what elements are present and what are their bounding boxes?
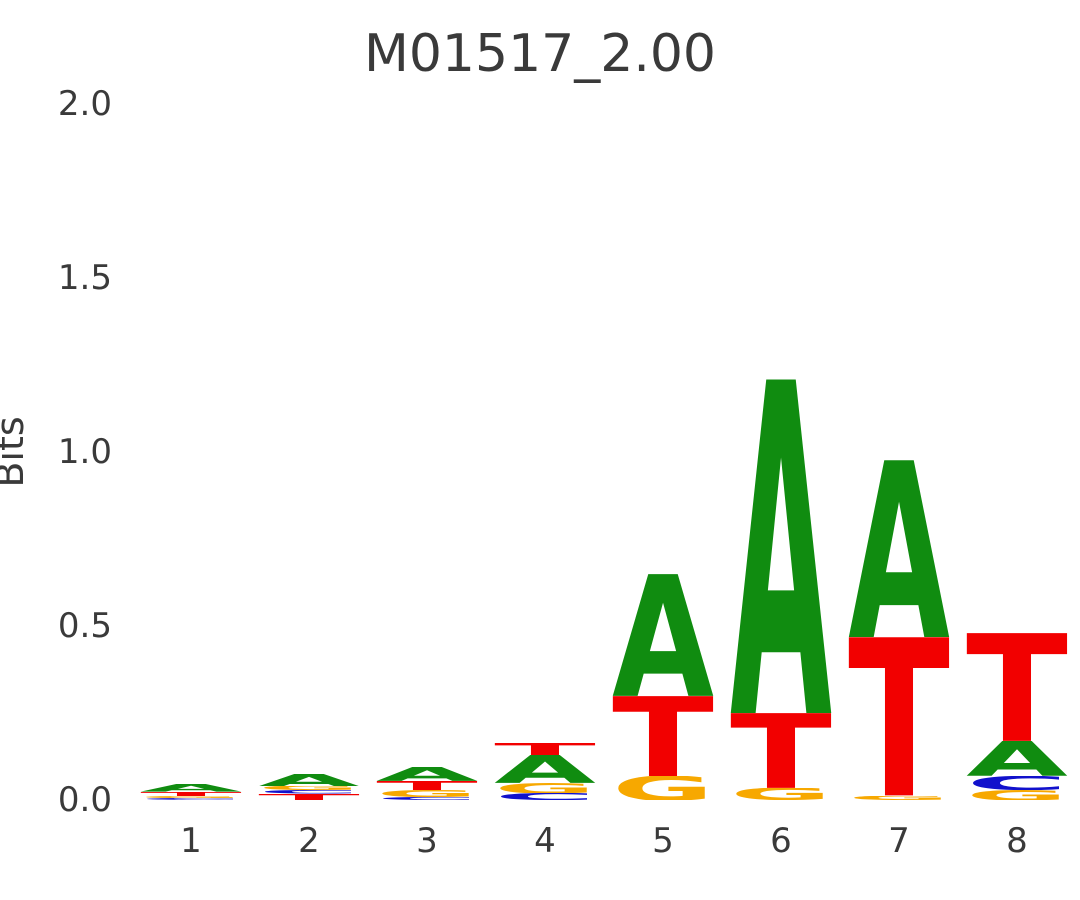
logo-letter-T: T	[374, 781, 480, 790]
logo-letter-T: T	[256, 794, 362, 800]
y-tick-label: 0.5	[57, 606, 112, 646]
logo-letter-T: T	[846, 637, 952, 795]
logo-letter-G: G	[728, 788, 834, 800]
svg-text:C: C	[376, 797, 478, 800]
x-tick-label: 7	[888, 821, 910, 861]
svg-text:G: G	[494, 783, 596, 793]
svg-text:T: T	[376, 781, 478, 790]
logo-letter-A: A	[728, 379, 834, 713]
svg-text:T: T	[494, 743, 596, 755]
svg-text:G: G	[258, 786, 360, 790]
svg-text:T: T	[612, 696, 714, 776]
x-tick-label: 8	[1006, 821, 1028, 861]
x-tick-label: 3	[416, 821, 438, 861]
svg-text:G: G	[140, 796, 242, 798]
svg-text:G: G	[730, 788, 832, 800]
svg-text:A: A	[258, 774, 360, 786]
x-tick-label: 1	[180, 821, 202, 861]
logo-letter-C: C	[492, 793, 598, 800]
x-tick-label: 5	[652, 821, 674, 861]
svg-text:T: T	[848, 637, 950, 795]
logo-letter-A: A	[492, 755, 598, 783]
logo-letter-C: C	[374, 797, 480, 800]
svg-text:T: T	[966, 633, 1068, 741]
svg-text:C: C	[140, 798, 242, 800]
logo-letter-G: G	[492, 783, 598, 793]
logo-letter-G: G	[374, 790, 480, 797]
svg-text:G: G	[376, 790, 478, 797]
svg-text:G: G	[966, 790, 1068, 800]
y-tick-label: 2.0	[57, 84, 112, 124]
svg-text:A: A	[730, 379, 833, 713]
logo-letter-C: C	[964, 776, 1070, 790]
y-tick-label: 1.0	[57, 432, 112, 472]
svg-text:A: A	[848, 460, 950, 637]
logo-letter-T: T	[492, 743, 598, 755]
svg-text:C: C	[494, 793, 596, 800]
svg-text:C: C	[258, 790, 360, 793]
logo-letter-T: T	[138, 792, 244, 797]
x-tick-label: 2	[298, 821, 320, 861]
logo-letter-C: C	[138, 798, 244, 800]
logo-letter-G: G	[138, 796, 244, 798]
svg-text:T: T	[140, 792, 242, 797]
svg-text:G: G	[848, 796, 950, 800]
y-tick-label: 0.0	[57, 780, 112, 820]
logo-letter-G: G	[846, 796, 952, 800]
svg-text:C: C	[966, 776, 1068, 790]
logo-letter-G: G	[610, 776, 716, 800]
logo-letter-A: A	[256, 774, 362, 786]
svg-text:A: A	[612, 574, 714, 696]
x-tick-label: 6	[770, 821, 792, 861]
logo-letter-G: G	[256, 786, 362, 790]
logo-letter-A: A	[610, 574, 716, 696]
svg-text:A: A	[966, 741, 1068, 776]
chart-title: M01517_2.00	[363, 24, 717, 84]
logo-letter-A: A	[846, 460, 952, 637]
logo-letter-A: A	[964, 741, 1070, 776]
logo-letter-A: A	[138, 784, 244, 792]
y-tick-label: 1.5	[57, 258, 112, 298]
svg-text:T: T	[258, 794, 360, 800]
svg-text:A: A	[494, 755, 596, 783]
logo-letter-T: T	[964, 633, 1070, 741]
logo-letter-T: T	[610, 696, 716, 776]
svg-text:G: G	[612, 776, 714, 800]
logo-letter-C: C	[256, 790, 362, 793]
svg-text:A: A	[140, 784, 242, 792]
svg-text:T: T	[730, 713, 832, 788]
logo-letter-T: T	[728, 713, 834, 788]
logo-letter-G: G	[964, 790, 1070, 800]
logo-letter-A: A	[374, 767, 480, 781]
svg-text:A: A	[376, 767, 478, 781]
x-tick-label: 4	[534, 821, 556, 861]
